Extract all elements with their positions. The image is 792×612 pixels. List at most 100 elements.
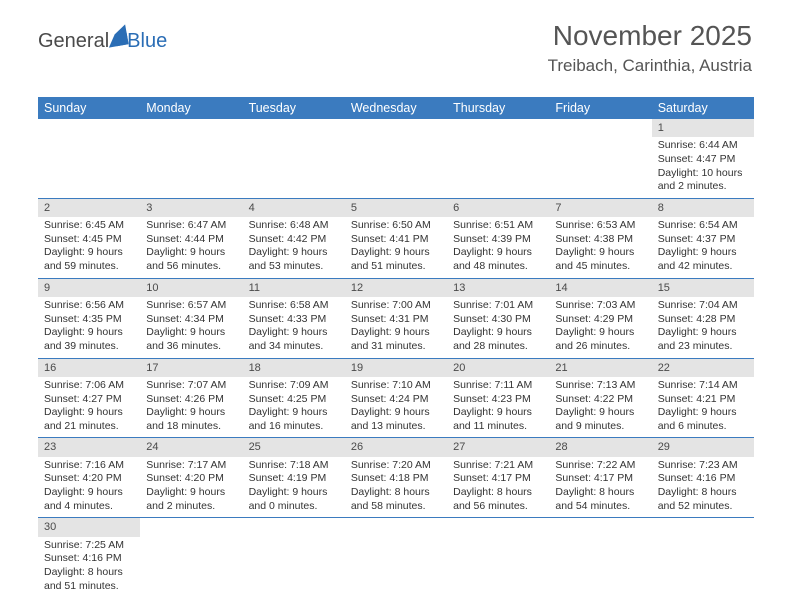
weekday-monday: Monday bbox=[140, 97, 242, 119]
day-number: 19 bbox=[345, 359, 447, 377]
day-sun-info: Sunrise: 7:22 AMSunset: 4:17 PMDaylight:… bbox=[549, 457, 651, 518]
calendar-day-cell bbox=[243, 518, 345, 597]
weekday-header-row: Sunday Monday Tuesday Wednesday Thursday… bbox=[38, 97, 754, 119]
day-sun-info: Sunrise: 7:14 AMSunset: 4:21 PMDaylight:… bbox=[652, 377, 754, 438]
day-sun-info: Sunrise: 7:01 AMSunset: 4:30 PMDaylight:… bbox=[447, 297, 549, 358]
calendar-day-cell: 5Sunrise: 6:50 AMSunset: 4:41 PMDaylight… bbox=[345, 198, 447, 278]
day-sun-info: Sunrise: 6:47 AMSunset: 4:44 PMDaylight:… bbox=[140, 217, 242, 278]
day-number: 3 bbox=[140, 199, 242, 217]
day-sun-info: Sunrise: 7:13 AMSunset: 4:22 PMDaylight:… bbox=[549, 377, 651, 438]
calendar-day-cell bbox=[140, 119, 242, 198]
location-subtitle: Treibach, Carinthia, Austria bbox=[548, 56, 752, 76]
weekday-tuesday: Tuesday bbox=[243, 97, 345, 119]
calendar-day-cell bbox=[38, 119, 140, 198]
calendar-day-cell: 22Sunrise: 7:14 AMSunset: 4:21 PMDayligh… bbox=[652, 358, 754, 438]
calendar-day-cell bbox=[243, 119, 345, 198]
calendar-day-cell: 7Sunrise: 6:53 AMSunset: 4:38 PMDaylight… bbox=[549, 198, 651, 278]
calendar-day-cell: 24Sunrise: 7:17 AMSunset: 4:20 PMDayligh… bbox=[140, 438, 242, 518]
day-number: 30 bbox=[38, 518, 140, 536]
logo-sail-icon bbox=[106, 24, 129, 47]
day-sun-info: Sunrise: 7:20 AMSunset: 4:18 PMDaylight:… bbox=[345, 457, 447, 518]
day-sun-info: Sunrise: 7:11 AMSunset: 4:23 PMDaylight:… bbox=[447, 377, 549, 438]
day-number: 4 bbox=[243, 199, 345, 217]
day-number: 16 bbox=[38, 359, 140, 377]
day-sun-info: Sunrise: 7:23 AMSunset: 4:16 PMDaylight:… bbox=[652, 457, 754, 518]
day-sun-info: Sunrise: 7:25 AMSunset: 4:16 PMDaylight:… bbox=[38, 537, 140, 598]
day-sun-info: Sunrise: 7:06 AMSunset: 4:27 PMDaylight:… bbox=[38, 377, 140, 438]
day-number: 25 bbox=[243, 438, 345, 456]
calendar-day-cell: 30Sunrise: 7:25 AMSunset: 4:16 PMDayligh… bbox=[38, 518, 140, 597]
day-number: 1 bbox=[652, 119, 754, 137]
calendar-day-cell bbox=[652, 518, 754, 597]
day-number: 10 bbox=[140, 279, 242, 297]
calendar-day-cell: 1Sunrise: 6:44 AMSunset: 4:47 PMDaylight… bbox=[652, 119, 754, 198]
calendar-day-cell: 9Sunrise: 6:56 AMSunset: 4:35 PMDaylight… bbox=[38, 278, 140, 358]
calendar-week-row: 1Sunrise: 6:44 AMSunset: 4:47 PMDaylight… bbox=[38, 119, 754, 198]
calendar-day-cell: 28Sunrise: 7:22 AMSunset: 4:17 PMDayligh… bbox=[549, 438, 651, 518]
day-sun-info: Sunrise: 6:57 AMSunset: 4:34 PMDaylight:… bbox=[140, 297, 242, 358]
calendar-day-cell: 13Sunrise: 7:01 AMSunset: 4:30 PMDayligh… bbox=[447, 278, 549, 358]
calendar-table: Sunday Monday Tuesday Wednesday Thursday… bbox=[38, 97, 754, 597]
logo-text-general: General bbox=[38, 30, 109, 53]
calendar-day-cell: 20Sunrise: 7:11 AMSunset: 4:23 PMDayligh… bbox=[447, 358, 549, 438]
calendar-body: 1Sunrise: 6:44 AMSunset: 4:47 PMDaylight… bbox=[38, 119, 754, 597]
day-number: 8 bbox=[652, 199, 754, 217]
page-title: November 2025 bbox=[548, 20, 752, 52]
calendar-day-cell: 12Sunrise: 7:00 AMSunset: 4:31 PMDayligh… bbox=[345, 278, 447, 358]
calendar-week-row: 9Sunrise: 6:56 AMSunset: 4:35 PMDaylight… bbox=[38, 278, 754, 358]
day-number: 2 bbox=[38, 199, 140, 217]
day-sun-info: Sunrise: 6:50 AMSunset: 4:41 PMDaylight:… bbox=[345, 217, 447, 278]
calendar-day-cell: 15Sunrise: 7:04 AMSunset: 4:28 PMDayligh… bbox=[652, 278, 754, 358]
day-number: 26 bbox=[345, 438, 447, 456]
calendar-day-cell: 16Sunrise: 7:06 AMSunset: 4:27 PMDayligh… bbox=[38, 358, 140, 438]
day-sun-info: Sunrise: 6:54 AMSunset: 4:37 PMDaylight:… bbox=[652, 217, 754, 278]
day-sun-info: Sunrise: 6:45 AMSunset: 4:45 PMDaylight:… bbox=[38, 217, 140, 278]
calendar-day-cell bbox=[447, 119, 549, 198]
calendar-day-cell bbox=[345, 119, 447, 198]
day-sun-info: Sunrise: 6:44 AMSunset: 4:47 PMDaylight:… bbox=[652, 137, 754, 198]
calendar-day-cell bbox=[447, 518, 549, 597]
day-sun-info: Sunrise: 7:04 AMSunset: 4:28 PMDaylight:… bbox=[652, 297, 754, 358]
day-number: 14 bbox=[549, 279, 651, 297]
day-number: 24 bbox=[140, 438, 242, 456]
calendar-day-cell: 11Sunrise: 6:58 AMSunset: 4:33 PMDayligh… bbox=[243, 278, 345, 358]
day-number: 15 bbox=[652, 279, 754, 297]
day-number: 29 bbox=[652, 438, 754, 456]
day-sun-info: Sunrise: 6:51 AMSunset: 4:39 PMDaylight:… bbox=[447, 217, 549, 278]
calendar-day-cell bbox=[345, 518, 447, 597]
weekday-friday: Friday bbox=[549, 97, 651, 119]
calendar-day-cell: 29Sunrise: 7:23 AMSunset: 4:16 PMDayligh… bbox=[652, 438, 754, 518]
logo-text-blue: Blue bbox=[127, 30, 167, 53]
day-number: 21 bbox=[549, 359, 651, 377]
day-sun-info: Sunrise: 6:56 AMSunset: 4:35 PMDaylight:… bbox=[38, 297, 140, 358]
calendar-day-cell: 4Sunrise: 6:48 AMSunset: 4:42 PMDaylight… bbox=[243, 198, 345, 278]
calendar-day-cell bbox=[549, 119, 651, 198]
day-sun-info: Sunrise: 7:03 AMSunset: 4:29 PMDaylight:… bbox=[549, 297, 651, 358]
calendar-day-cell: 23Sunrise: 7:16 AMSunset: 4:20 PMDayligh… bbox=[38, 438, 140, 518]
calendar-day-cell: 25Sunrise: 7:18 AMSunset: 4:19 PMDayligh… bbox=[243, 438, 345, 518]
day-number: 17 bbox=[140, 359, 242, 377]
calendar-day-cell: 3Sunrise: 6:47 AMSunset: 4:44 PMDaylight… bbox=[140, 198, 242, 278]
calendar-week-row: 2Sunrise: 6:45 AMSunset: 4:45 PMDaylight… bbox=[38, 198, 754, 278]
day-number: 9 bbox=[38, 279, 140, 297]
day-number: 13 bbox=[447, 279, 549, 297]
day-sun-info: Sunrise: 7:00 AMSunset: 4:31 PMDaylight:… bbox=[345, 297, 447, 358]
calendar-day-cell: 2Sunrise: 6:45 AMSunset: 4:45 PMDaylight… bbox=[38, 198, 140, 278]
day-number: 18 bbox=[243, 359, 345, 377]
logo: General Blue bbox=[38, 30, 167, 53]
calendar-day-cell: 8Sunrise: 6:54 AMSunset: 4:37 PMDaylight… bbox=[652, 198, 754, 278]
day-sun-info: Sunrise: 7:21 AMSunset: 4:17 PMDaylight:… bbox=[447, 457, 549, 518]
day-number: 28 bbox=[549, 438, 651, 456]
day-sun-info: Sunrise: 7:17 AMSunset: 4:20 PMDaylight:… bbox=[140, 457, 242, 518]
day-sun-info: Sunrise: 6:48 AMSunset: 4:42 PMDaylight:… bbox=[243, 217, 345, 278]
day-number: 11 bbox=[243, 279, 345, 297]
calendar-day-cell: 26Sunrise: 7:20 AMSunset: 4:18 PMDayligh… bbox=[345, 438, 447, 518]
calendar-day-cell: 10Sunrise: 6:57 AMSunset: 4:34 PMDayligh… bbox=[140, 278, 242, 358]
calendar-week-row: 30Sunrise: 7:25 AMSunset: 4:16 PMDayligh… bbox=[38, 518, 754, 597]
day-sun-info: Sunrise: 7:10 AMSunset: 4:24 PMDaylight:… bbox=[345, 377, 447, 438]
day-number: 23 bbox=[38, 438, 140, 456]
calendar-day-cell: 27Sunrise: 7:21 AMSunset: 4:17 PMDayligh… bbox=[447, 438, 549, 518]
day-number: 6 bbox=[447, 199, 549, 217]
calendar-day-cell: 17Sunrise: 7:07 AMSunset: 4:26 PMDayligh… bbox=[140, 358, 242, 438]
calendar-day-cell bbox=[140, 518, 242, 597]
